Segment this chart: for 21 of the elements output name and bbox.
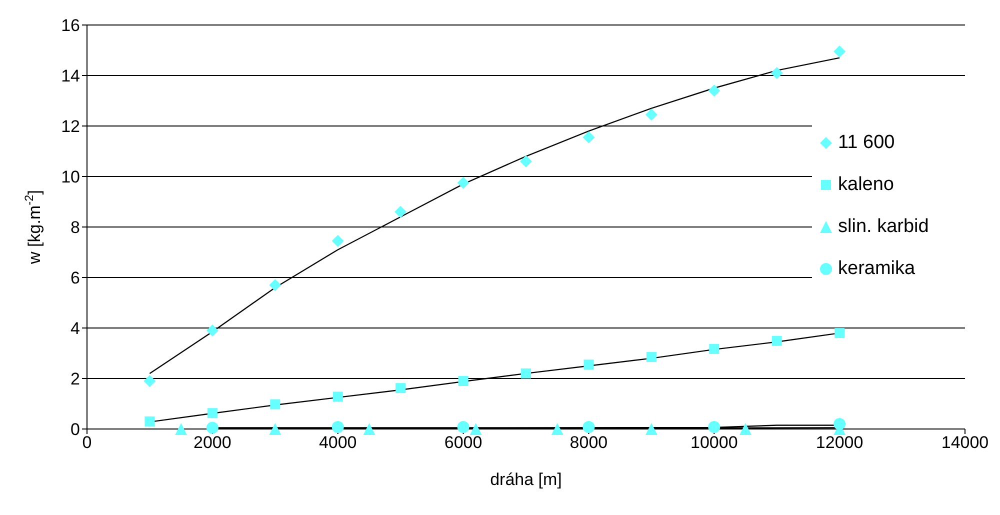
y-tick-label: 14 (61, 66, 80, 86)
legend-label: slin. karbid (837, 215, 930, 239)
x-tick-label: 2000 (194, 433, 232, 452)
legend-label: kaleno (837, 173, 895, 197)
x-tick-label: 10000 (690, 433, 738, 452)
legend-label: 11 600 (837, 131, 896, 155)
y-tick-label: 8 (70, 218, 80, 238)
x-tick-label: 8000 (570, 433, 608, 452)
y-tick-label: 2 (70, 370, 80, 389)
legend-label: keramika (837, 257, 916, 281)
y-tick-label: 12 (61, 117, 80, 136)
y-tick-label: 4 (70, 319, 80, 338)
x-axis-title: dráha [m] (490, 470, 562, 489)
y-tick-label: 6 (70, 268, 80, 288)
x-tick-label: 14000 (941, 433, 989, 452)
x-tick-label: 4000 (318, 433, 357, 452)
x-tick-label: 6000 (444, 433, 482, 452)
y-tick-label: 10 (61, 168, 80, 187)
y-tick-label: 0 (70, 420, 80, 440)
y-tick-label: 16 (61, 16, 80, 36)
x-tick-label: 12000 (816, 433, 864, 452)
